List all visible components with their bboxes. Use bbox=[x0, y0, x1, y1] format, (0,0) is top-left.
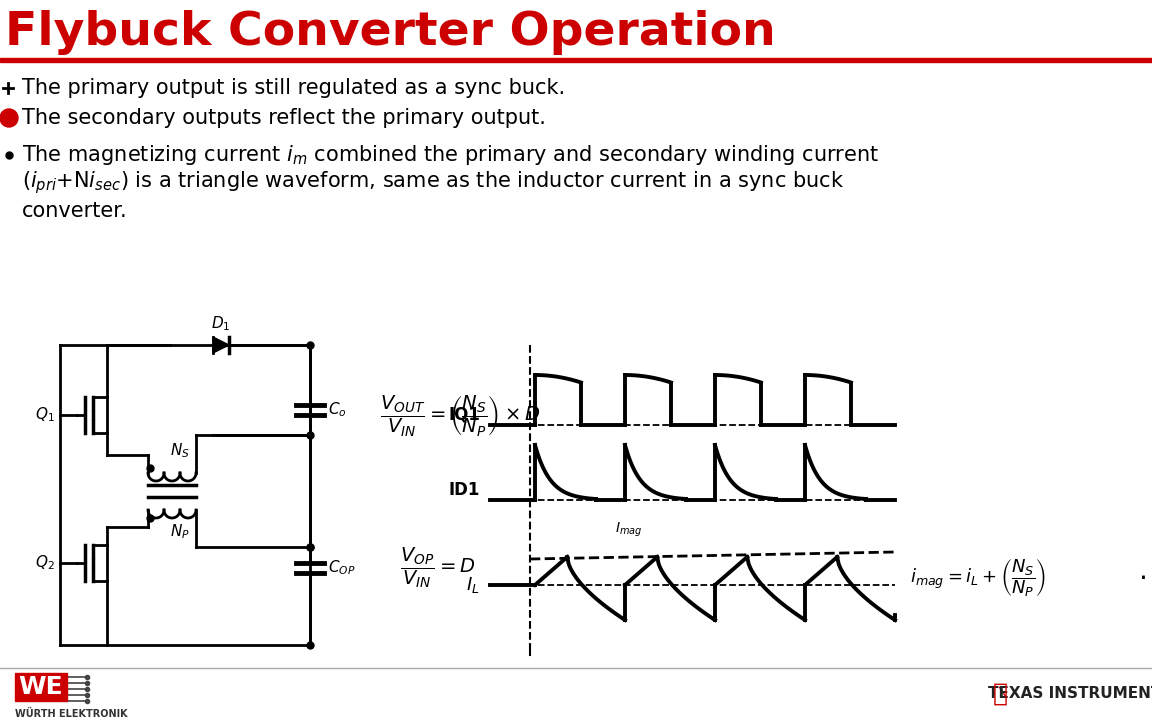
Bar bbox=[15, 673, 67, 701]
Text: WÜRTH ELEKTRONIK: WÜRTH ELEKTRONIK bbox=[15, 709, 128, 719]
Text: $C_o$: $C_o$ bbox=[328, 400, 347, 419]
FancyArrowPatch shape bbox=[1000, 688, 1007, 698]
Text: ID1: ID1 bbox=[448, 481, 480, 499]
Text: The magnetizing current $i_m$ combined the primary and secondary winding current: The magnetizing current $i_m$ combined t… bbox=[22, 143, 879, 167]
Text: 🏤: 🏤 bbox=[993, 682, 1008, 706]
Text: The primary output is still regulated as a sync buck.: The primary output is still regulated as… bbox=[22, 78, 566, 98]
Text: $D_1$: $D_1$ bbox=[211, 315, 230, 333]
Text: $N_P$: $N_P$ bbox=[170, 523, 190, 541]
Text: $I_L$: $I_L$ bbox=[467, 575, 480, 595]
Text: $I_{mag}$: $I_{mag}$ bbox=[615, 521, 643, 539]
Bar bbox=[0, 58, 1152, 62]
Text: converter.: converter. bbox=[22, 201, 128, 221]
Text: $Q_1$: $Q_1$ bbox=[36, 405, 55, 424]
Text: WE: WE bbox=[18, 675, 63, 699]
Text: $\cdot$: $\cdot$ bbox=[1138, 564, 1146, 592]
Text: $\dfrac{V_{OP}}{V_{IN}} = D$: $\dfrac{V_{OP}}{V_{IN}} = D$ bbox=[400, 546, 476, 590]
Circle shape bbox=[0, 109, 18, 127]
Text: IQ1: IQ1 bbox=[448, 406, 480, 424]
Text: Flybuck Converter Operation: Flybuck Converter Operation bbox=[5, 10, 775, 55]
Polygon shape bbox=[213, 337, 229, 353]
Text: $N_S$: $N_S$ bbox=[170, 441, 190, 460]
Text: ($i_{pri}$+N$i_{sec}$) is a triangle waveform, same as the inductor current in a: ($i_{pri}$+N$i_{sec}$) is a triangle wav… bbox=[22, 170, 844, 197]
Text: TEXAS INSTRUMENTS: TEXAS INSTRUMENTS bbox=[987, 686, 1152, 701]
Text: $i_{mag} = i_L + \left(\dfrac{N_S}{N_P}\right)$: $i_{mag} = i_L + \left(\dfrac{N_S}{N_P}\… bbox=[910, 557, 1046, 599]
Text: The secondary outputs reflect the primary output.: The secondary outputs reflect the primar… bbox=[22, 108, 546, 128]
Text: $\dfrac{V_{OUT}}{V_{IN}} = \left(\dfrac{N_S}{N_P}\right) \times D$: $\dfrac{V_{OUT}}{V_{IN}} = \left(\dfrac{… bbox=[380, 392, 540, 438]
Text: $C_{OP}$: $C_{OP}$ bbox=[328, 559, 356, 577]
Text: $Q_2$: $Q_2$ bbox=[36, 554, 55, 572]
